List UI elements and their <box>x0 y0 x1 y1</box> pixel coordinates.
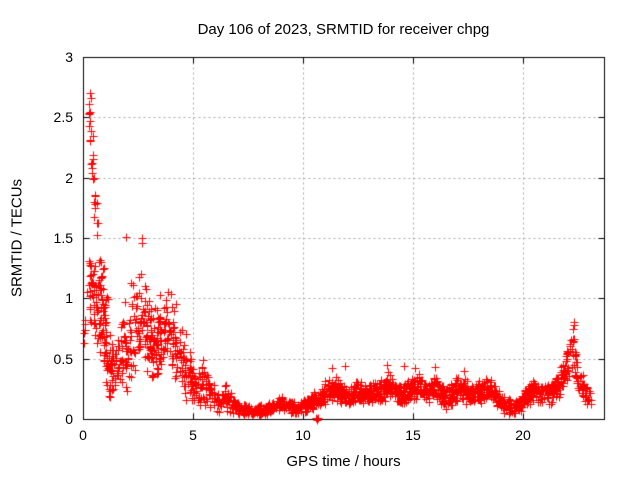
x-tick-label-20: 20 <box>515 427 531 443</box>
chart-title: Day 106 of 2023, SRMTID for receiver chp… <box>197 21 490 38</box>
x-tick-label-10: 10 <box>295 427 311 443</box>
y-tick-label-1.5: 1.5 <box>53 230 73 246</box>
y-tick-label-0.5: 0.5 <box>53 351 73 367</box>
y-tick-label-2: 2 <box>65 170 73 186</box>
y-tick-label-2.5: 2.5 <box>53 109 73 125</box>
x-tick-label-0: 0 <box>79 427 87 443</box>
x-axis-label: GPS time / hours <box>286 453 401 470</box>
y-tick-label-3: 3 <box>65 49 73 65</box>
y-axis-label: SRMTID / TECUs <box>8 178 26 298</box>
x-tick-label-15: 15 <box>405 427 421 443</box>
y-tick-label-0: 0 <box>65 411 73 427</box>
y-tick-label-1: 1 <box>65 290 73 306</box>
x-tick-label-5: 5 <box>189 427 197 443</box>
